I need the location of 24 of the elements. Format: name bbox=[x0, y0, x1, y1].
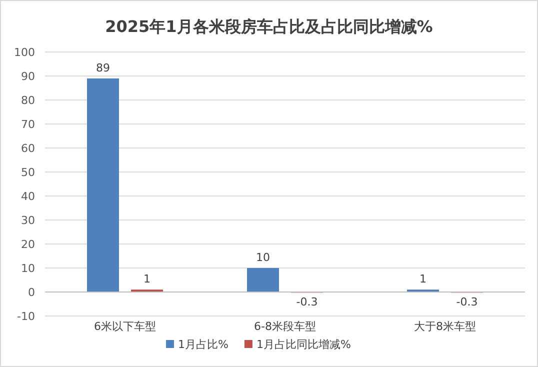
x-tick-label: 6米以下车型 bbox=[94, 320, 156, 333]
y-tick-label: 40 bbox=[21, 190, 35, 203]
x-tick-label: 大于8米车型 bbox=[414, 320, 476, 333]
y-tick-label: 100 bbox=[14, 46, 35, 59]
y-tick-label: 60 bbox=[21, 142, 35, 155]
y-tick-label: 50 bbox=[21, 166, 35, 179]
data-label: 10 bbox=[256, 251, 270, 264]
y-tick-label: 90 bbox=[21, 70, 35, 83]
y-tick-label: 20 bbox=[21, 238, 35, 251]
data-label: -0.3 bbox=[456, 296, 478, 309]
y-tick-label: 80 bbox=[21, 94, 35, 107]
legend-label: 1月占比同比增减% bbox=[256, 338, 351, 351]
y-tick-label: 10 bbox=[21, 262, 35, 275]
legend-label: 1月占比% bbox=[178, 338, 228, 351]
chart-title: 2025年1月各米段房车占比及占比同比增减% bbox=[105, 17, 433, 36]
y-tick-label: 30 bbox=[21, 214, 35, 227]
data-label: 89 bbox=[96, 61, 110, 74]
y-tick-label: -10 bbox=[17, 310, 35, 323]
data-label: 1 bbox=[420, 272, 426, 286]
data-label: 1 bbox=[144, 272, 150, 286]
y-tick-label: 70 bbox=[21, 118, 35, 131]
y-tick-label: 0 bbox=[28, 286, 35, 299]
x-tick-label: 6-8米段车型 bbox=[254, 320, 316, 333]
data-label: -0.3 bbox=[296, 296, 318, 309]
